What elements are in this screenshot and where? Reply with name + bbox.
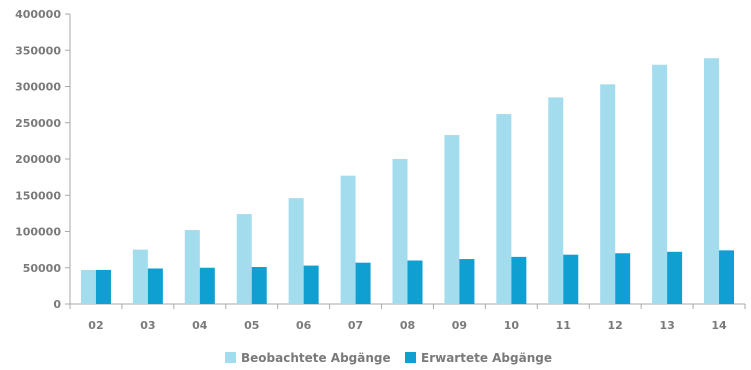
x-tick-label: 08 [400,319,415,332]
x-tick-label: 05 [244,319,259,332]
bar-expected [511,256,527,304]
bar-expected [615,253,631,304]
bar-expected [563,254,579,304]
bar-observed [184,230,200,304]
bar-expected [199,267,215,304]
bar-observed [444,135,460,304]
x-axis: 02 03 04 05 06 07 08 09 10 11 12 13 14 [69,303,746,332]
bar-observed [600,84,616,304]
bar-observed [340,175,356,304]
bar-expected [459,259,475,304]
bar-expected [667,251,683,304]
bar-expected [147,268,163,304]
legend-swatch-observed [225,352,236,363]
y-tick-label: 100000 [15,226,61,239]
y-tick-label: 400000 [15,8,61,21]
x-tick-label: 09 [452,319,467,332]
x-tick-label: 11 [556,319,571,332]
bar-observed [288,198,304,304]
x-tick-label: 02 [88,319,103,332]
bar-expected [719,250,735,304]
bar-observed [704,58,720,304]
x-tick-label: 04 [192,319,208,332]
y-tick-label: 250000 [15,117,61,130]
legend: Beobachtete Abgänge Erwartete Abgänge [225,351,552,365]
bar-expected [95,269,111,304]
x-tick-label: 14 [711,319,727,332]
bar-expected [355,262,371,304]
bar-observed [80,269,96,304]
legend-swatch-expected [405,352,416,363]
x-tick-label: 12 [608,319,623,332]
bar-observed [652,64,668,304]
legend-label-observed: Beobachtete Abgänge [241,351,391,365]
bar-observed [392,159,408,304]
x-tick-label: 06 [296,319,312,332]
bar-expected [251,267,267,304]
x-tick-label: 03 [140,319,155,332]
y-tick-label: 300000 [15,81,61,94]
bar-observed [236,214,252,304]
y-axis: 0 50000 100000 150000 200000 250000 300000 3500… [15,8,71,311]
legend-label-expected: Erwartete Abgänge [421,351,552,365]
y-tick-label: 350000 [15,44,61,57]
bar-observed [496,114,512,304]
y-tick-label: 0 [53,298,61,311]
bars [80,58,735,304]
x-tick-label: 10 [504,319,520,332]
x-tick-label: 13 [659,319,674,332]
bar-expected [303,265,319,304]
bar-observed [132,249,148,304]
x-tick-label: 07 [348,319,363,332]
y-tick-label: 50000 [23,262,62,275]
y-tick-label: 200000 [15,153,61,166]
bar-observed [548,97,564,304]
bar-expected [407,260,423,304]
y-tick-label: 150000 [15,189,61,202]
